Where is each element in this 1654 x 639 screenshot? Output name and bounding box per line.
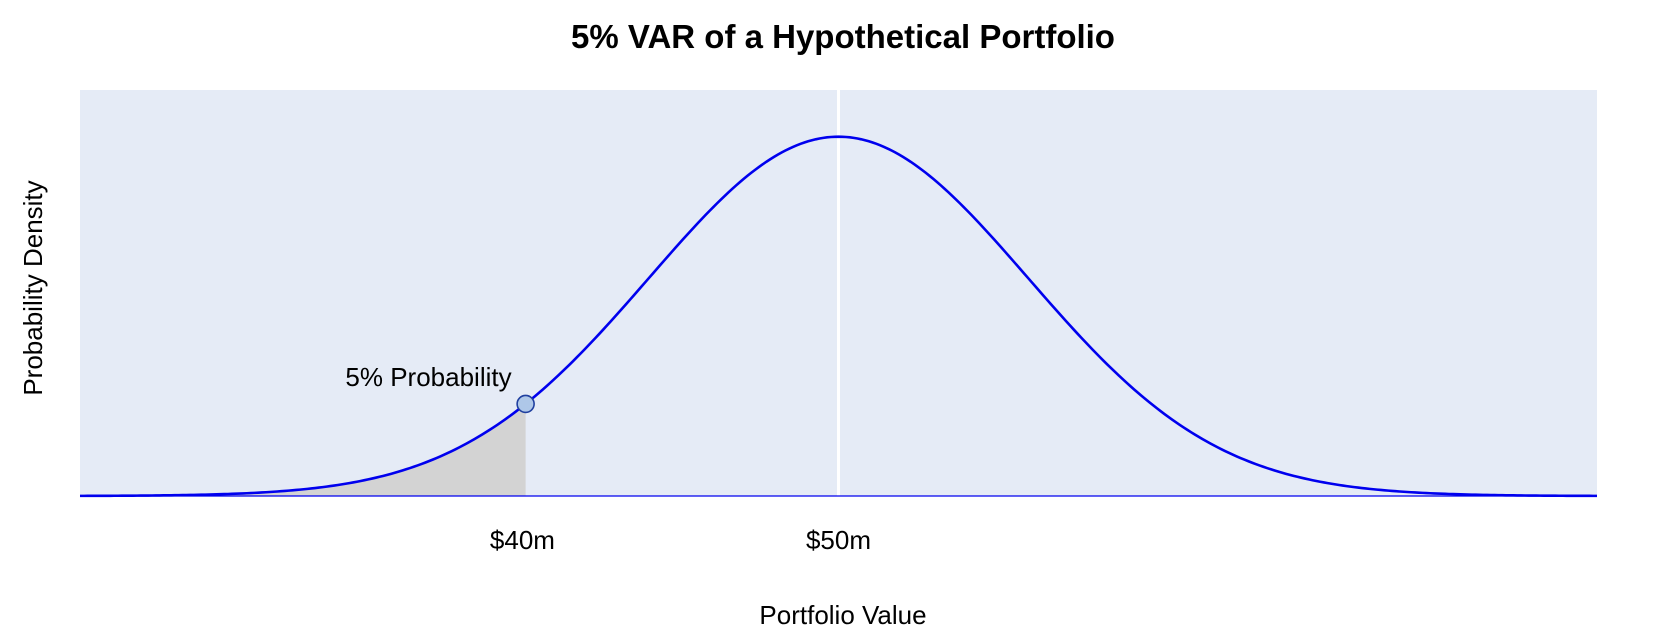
- x-tick-labels: $40m $50m: [490, 525, 871, 555]
- var-point-marker: [516, 394, 535, 414]
- density-curve-series: [79, 135, 1598, 498]
- x-tick-label: $40m: [490, 525, 555, 555]
- var-shaded-tail: [80, 403, 526, 496]
- chart-title: 5% VAR of a Hypothetical Portfolio: [571, 18, 1115, 55]
- y-axis-label: Probability Density: [18, 180, 48, 395]
- x-tick-label: $50m: [806, 525, 871, 555]
- x-axis-label: Portfolio Value: [759, 600, 926, 630]
- var-annotation-label: 5% Probability: [345, 362, 511, 392]
